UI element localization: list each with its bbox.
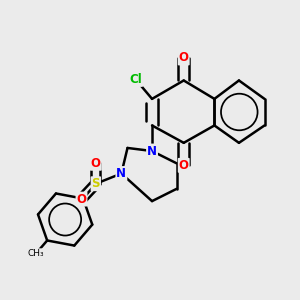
Text: O: O — [76, 193, 86, 206]
Text: O: O — [179, 52, 189, 64]
Text: Cl: Cl — [129, 73, 142, 86]
Text: O: O — [179, 159, 189, 172]
Text: O: O — [91, 157, 101, 170]
Text: N: N — [147, 145, 157, 158]
Text: S: S — [92, 177, 100, 190]
Text: N: N — [116, 167, 126, 180]
Text: CH₃: CH₃ — [28, 249, 44, 258]
